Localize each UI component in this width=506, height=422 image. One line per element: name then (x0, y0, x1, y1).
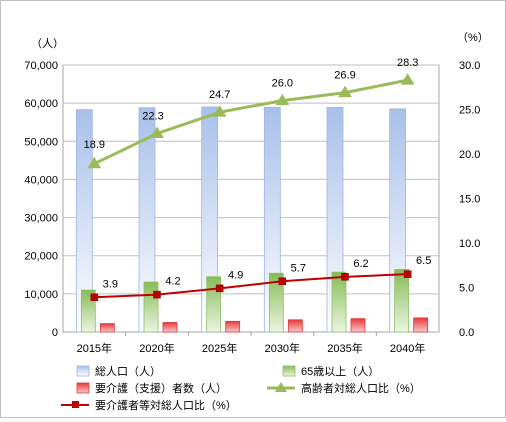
y-left-tick-label: 20,000 (24, 251, 58, 263)
bar-series-group (75, 106, 429, 333)
marker-elderly-ratio (400, 73, 415, 85)
data-label-care-ratio: 6.5 (416, 255, 431, 267)
bar-age65-plus (143, 281, 159, 333)
y-right-tick-label: 0.0 (459, 327, 474, 339)
y-right-tick-label: 20.0 (459, 149, 480, 161)
x-category-label: 2025年 (202, 341, 237, 355)
data-label-care-ratio: 4.2 (165, 276, 180, 288)
bar-care-recipients (99, 323, 115, 333)
legend-swatch (76, 382, 90, 394)
marker-care-ratio (341, 273, 349, 281)
data-label-care-ratio: 4.9 (228, 269, 243, 281)
x-category-label: 2020年 (139, 341, 174, 355)
y-left-tick-label: 40,000 (24, 174, 58, 186)
y-right-tick-label: 15.0 (459, 194, 480, 206)
data-label-care-ratio: 5.7 (291, 262, 306, 274)
x-category-label: 2030年 (265, 341, 300, 355)
y-left-tick-label: 50,000 (24, 136, 58, 148)
y-left-tick-label: 0 (52, 327, 58, 339)
x-category-label: 2040年 (390, 341, 425, 355)
data-label-care-ratio: 3.9 (103, 278, 118, 290)
y-right-unit-label: （%） (457, 31, 489, 44)
marker-care-ratio (278, 277, 287, 286)
y-left-tick-label: 30,000 (24, 213, 58, 225)
y-left-tick-label: 10,000 (24, 289, 58, 301)
y-left-tick-label: 60,000 (24, 98, 58, 110)
bar-age65-plus (268, 272, 284, 333)
marker-elderly-ratio (87, 156, 102, 169)
marker-elderly-ratio (338, 85, 352, 98)
marker-elderly-ratio (150, 126, 164, 139)
legend-label: 要介護（支援）者数（人） (95, 381, 227, 395)
x-category-label: 2035年 (327, 341, 362, 355)
legend-marker (275, 382, 287, 392)
y-right-tick-label: 10.0 (459, 238, 480, 250)
data-label-elderly-ratio: 28.3 (397, 57, 418, 69)
legend-label: 要介護者等対総人口比（%） (95, 398, 237, 412)
bar-care-recipients (162, 322, 178, 333)
x-category-label: 2015年 (77, 341, 112, 355)
data-label-elderly-ratio: 18.9 (84, 139, 105, 151)
y-left-tick-label: 70,000 (24, 60, 58, 72)
data-label-elderly-ratio: 24.7 (209, 89, 230, 101)
legend-label: 65歳以上（人） (301, 365, 379, 378)
y-left-unit-label: （人） (31, 37, 64, 50)
legend-item: 高齢者対総人口比（%） (267, 381, 421, 395)
line-series-group: 18.9 22.3 24.7 26.0 26.9 28.3 3.9 4.2 4.9 5.7 6.2 6… (84, 57, 431, 302)
legend-item: 65歳以上（人） (282, 365, 379, 378)
legend-item: 要介護者等対総人口比（%） (61, 398, 237, 412)
data-label-elderly-ratio: 26.0 (272, 78, 293, 90)
marker-elderly-ratio (212, 105, 227, 117)
legend: 総人口（人） 65歳以上（人） 要介護（支援）者数（人） 高齢者対総人口比（%） 要介護… (61, 364, 421, 412)
data-label-elderly-ratio: 26.9 (334, 70, 355, 82)
data-label-care-ratio: 6.2 (353, 258, 368, 270)
bar-age65-plus (394, 269, 410, 333)
legend-label: 総人口（人） (95, 364, 161, 378)
y-right-tick-label: 5.0 (459, 283, 474, 295)
bar-care-recipients (350, 318, 366, 333)
line-elderly-ratio (93, 78, 408, 166)
marker-care-ratio (403, 270, 412, 278)
bar-age65-plus (331, 271, 347, 333)
marker-care-ratio (153, 290, 161, 299)
bar-care-recipients (287, 319, 303, 333)
legend-marker (72, 401, 79, 408)
bar-care-recipients (413, 317, 429, 333)
bar-care-recipients (225, 320, 241, 333)
legend-item: 要介護（支援）者数（人） (76, 381, 227, 395)
legend-swatch (282, 365, 296, 377)
axes: 0 10,000 20,000 30,000 40,000 50,000 60,000 70,… (24, 31, 488, 355)
marker-care-ratio (90, 293, 99, 302)
legend-label: 高齢者対総人口比（%） (301, 381, 421, 395)
legend-item: 総人口（人） (76, 364, 161, 378)
y-right-tick-label: 30.0 (459, 60, 480, 72)
legend-swatch (76, 365, 90, 377)
line-care-ratio (94, 273, 408, 299)
y-right-tick-label: 25.0 (459, 105, 480, 117)
data-label-elderly-ratio: 22.3 (142, 111, 163, 123)
marker-care-ratio (215, 284, 224, 293)
marker-elderly-ratio (275, 93, 290, 106)
